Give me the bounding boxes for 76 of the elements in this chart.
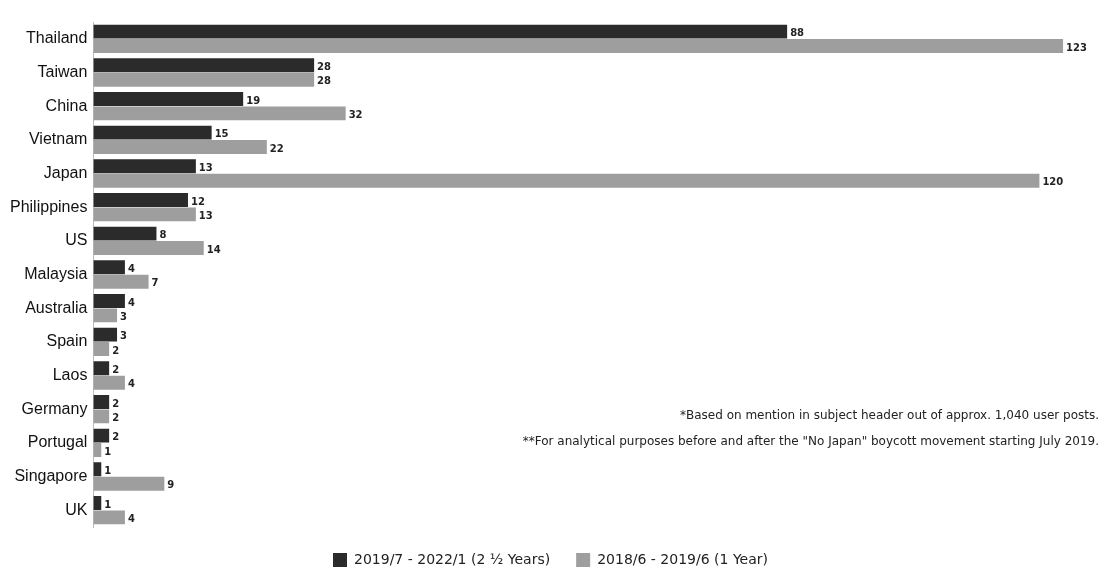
annotation: **For analytical purposes before and after the "No Japan" boycott movement starting July 2019.	[522, 434, 1099, 448]
y-tick-label: Malaysia	[24, 264, 88, 282]
y-tick-label: Australia	[25, 298, 88, 316]
data-label: 2	[112, 363, 120, 375]
data-label: 28	[317, 60, 332, 72]
annotation: *Based on mention in subject header out of approx. 1,040 user posts.	[679, 408, 1099, 422]
y-tick-label: Portugal	[27, 433, 88, 451]
y-tick-label: Spain	[46, 332, 88, 350]
bar	[93, 173, 1040, 188]
y-tick-label: Taiwan	[37, 62, 88, 80]
bar	[93, 140, 267, 155]
bar	[93, 106, 346, 121]
data-label: 19	[246, 94, 261, 106]
legend-label: 2019/7 - 2022/1 (2 ½ Years)	[354, 550, 551, 567]
data-label: 88	[790, 27, 805, 39]
bar	[93, 342, 110, 357]
bar	[93, 125, 212, 140]
y-tick-label: US	[65, 231, 88, 249]
data-label: 32	[348, 109, 363, 120]
data-label: 1	[104, 498, 112, 510]
bar	[93, 260, 125, 275]
bar	[93, 192, 188, 207]
y-tick-label: Singapore	[14, 466, 88, 484]
bar	[93, 39, 1064, 54]
y-tick-label: Germany	[21, 399, 88, 417]
data-label: 22	[269, 142, 284, 154]
data-label: 4	[127, 378, 135, 390]
y-tick-label: Thailand	[26, 29, 88, 47]
bar	[93, 226, 157, 241]
bar	[93, 375, 125, 390]
y-tick-label: China	[45, 96, 88, 114]
bar	[93, 394, 110, 409]
bar	[93, 241, 204, 256]
bar	[93, 308, 118, 323]
bar	[93, 327, 118, 342]
data-label: 3	[120, 330, 128, 342]
y-tick-label: Philippines	[9, 197, 88, 215]
bar	[93, 510, 125, 525]
data-label: 4	[127, 262, 135, 274]
bar	[93, 476, 165, 491]
bar	[93, 91, 244, 106]
data-label: 13	[198, 210, 213, 221]
data-label: 9	[167, 479, 175, 491]
data-label: 15	[214, 128, 229, 140]
data-label: 1	[104, 464, 112, 476]
data-label: 28	[317, 75, 332, 87]
data-label: 1	[104, 445, 112, 457]
data-label: 4	[127, 296, 135, 308]
data-label: 3	[120, 311, 128, 322]
bar	[93, 207, 196, 222]
data-label: 7	[151, 277, 159, 289]
data-label: 120	[1042, 176, 1064, 188]
bar	[93, 361, 110, 376]
bar	[93, 24, 788, 39]
legend-label: 2018/6 - 2019/6 (1 Year)	[597, 550, 768, 567]
bar	[93, 409, 110, 424]
bar	[93, 159, 196, 174]
data-label: 8	[159, 229, 167, 241]
y-tick-label: Vietnam	[28, 130, 88, 148]
data-label: 2	[112, 412, 120, 423]
data-label: 12	[190, 195, 205, 207]
y-tick-label: Laos	[52, 365, 88, 383]
data-label: 123	[1066, 41, 1087, 53]
data-label: 4	[127, 513, 135, 524]
bar	[93, 58, 315, 73]
y-tick-label: UK	[65, 500, 88, 518]
data-label: 2	[112, 344, 120, 356]
bar	[93, 72, 315, 87]
y-tick-label: Japan	[43, 163, 88, 181]
bar	[93, 293, 125, 308]
data-label: 2	[112, 397, 120, 409]
data-label: 2	[112, 431, 120, 443]
data-label: 13	[198, 161, 213, 173]
bar	[93, 428, 110, 443]
data-label: 14	[206, 243, 221, 255]
bar	[93, 274, 149, 289]
